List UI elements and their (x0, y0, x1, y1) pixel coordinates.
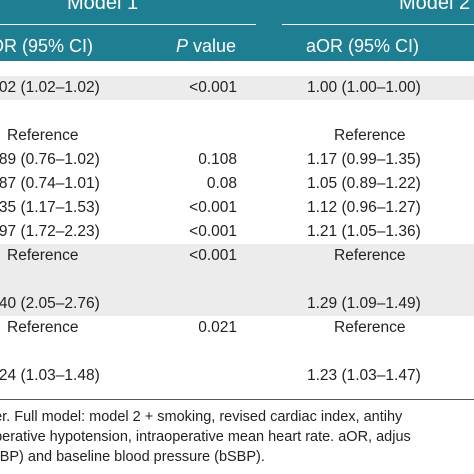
cell-p-value: 0.08 (206, 175, 237, 192)
col-header-aor-model2: aOR (95% CI) (306, 36, 420, 56)
table-row (0, 340, 474, 364)
cell-model1-aor: Reference (7, 247, 79, 264)
cell-p-value: <0.001 (189, 79, 237, 96)
cell-model1-aor: 1.35 (1.17–1.53) (0, 199, 100, 216)
cell-model2-aor: 1.29 (1.09–1.49) (307, 295, 421, 312)
cell-model2-aor: Reference (334, 247, 406, 264)
col-header-p-letter: P (176, 36, 189, 56)
model2-title: Model 2 (399, 0, 471, 14)
cell-model1-aor: Reference (7, 127, 79, 144)
cell-model2-aor: 1.12 (0.96–1.27) (307, 199, 421, 216)
table-row: Reference <0.001 Reference (0, 244, 474, 268)
cell-model2-aor: 1.23 (1.03–1.47) (307, 367, 421, 384)
cell-model2-aor: 1.00 (1.00–1.00) (307, 79, 421, 96)
table-row: Reference Reference (0, 124, 474, 148)
cell-model1-aor: 2.40 (2.05–2.76) (0, 295, 100, 312)
table-row (0, 100, 474, 124)
table-header: Model 1 Model 2 aOR (95% CI) P value aOR… (0, 0, 474, 61)
model1-rule (0, 24, 256, 25)
cell-model2-aor: 1.21 (1.05–1.36) (307, 223, 421, 240)
cell-p-value: <0.001 (189, 247, 237, 264)
cell-model1-aor: 1.02 (1.02–1.02) (0, 79, 100, 96)
cell-model1-aor: Reference (7, 319, 79, 336)
col-header-p-suffix: value (188, 36, 237, 56)
table-row: 2.40 (2.05–2.76) 1.29 (1.09–1.49) (0, 292, 474, 316)
table-row: 1.97 (1.72–2.23) <0.001 1.21 (1.05–1.36) (0, 220, 474, 244)
cell-model2-aor: 1.17 (0.99–1.35) (307, 151, 421, 168)
cell-p-value: 0.108 (198, 151, 237, 168)
table-row: Reference 0.021 Reference (0, 316, 474, 340)
cell-model1-aor: 1.24 (1.03–1.48) (0, 367, 100, 384)
table-row: 1.35 (1.17–1.53) <0.001 1.12 (0.96–1.27) (0, 196, 474, 220)
table-row: 0.89 (0.76–1.02) 0.108 1.17 (0.99–1.35) (0, 148, 474, 172)
table-row (0, 268, 474, 292)
footnote-divider (0, 399, 474, 400)
col-header-aor-model1: aOR (95% CI) (0, 36, 94, 56)
cell-p-value: <0.001 (189, 223, 237, 240)
table-row: 1.24 (1.03–1.48) 1.23 (1.03–1.47) (0, 364, 474, 388)
cell-p-value: 0.021 (198, 319, 237, 336)
cell-model1-aor: 0.87 (0.74–1.01) (0, 175, 100, 192)
table-row: 1.02 (1.02–1.02) <0.001 1.00 (1.00–1.00) (0, 76, 474, 100)
cell-model2-aor: Reference (334, 319, 406, 336)
model2-rule (282, 24, 474, 25)
footnote-line-1: der. Full model: model 2 + smoking, revi… (0, 409, 403, 425)
footnote-line-3: tSBP) and baseline blood pressure (bSBP)… (0, 449, 265, 465)
col-header-p-value: P value (176, 36, 236, 57)
cell-model2-aor: Reference (334, 127, 406, 144)
model1-title: Model 1 (67, 0, 139, 14)
cell-model1-aor: 0.89 (0.76–1.02) (0, 151, 100, 168)
footnote-line-2: operative hypotension, intraoperative me… (0, 429, 411, 445)
cell-p-value: <0.001 (189, 199, 237, 216)
cell-model1-aor: 1.97 (1.72–2.23) (0, 223, 100, 240)
table-row: 0.87 (0.74–1.01) 0.08 1.05 (0.89–1.22) (0, 172, 474, 196)
cell-model2-aor: 1.05 (0.89–1.22) (307, 175, 421, 192)
